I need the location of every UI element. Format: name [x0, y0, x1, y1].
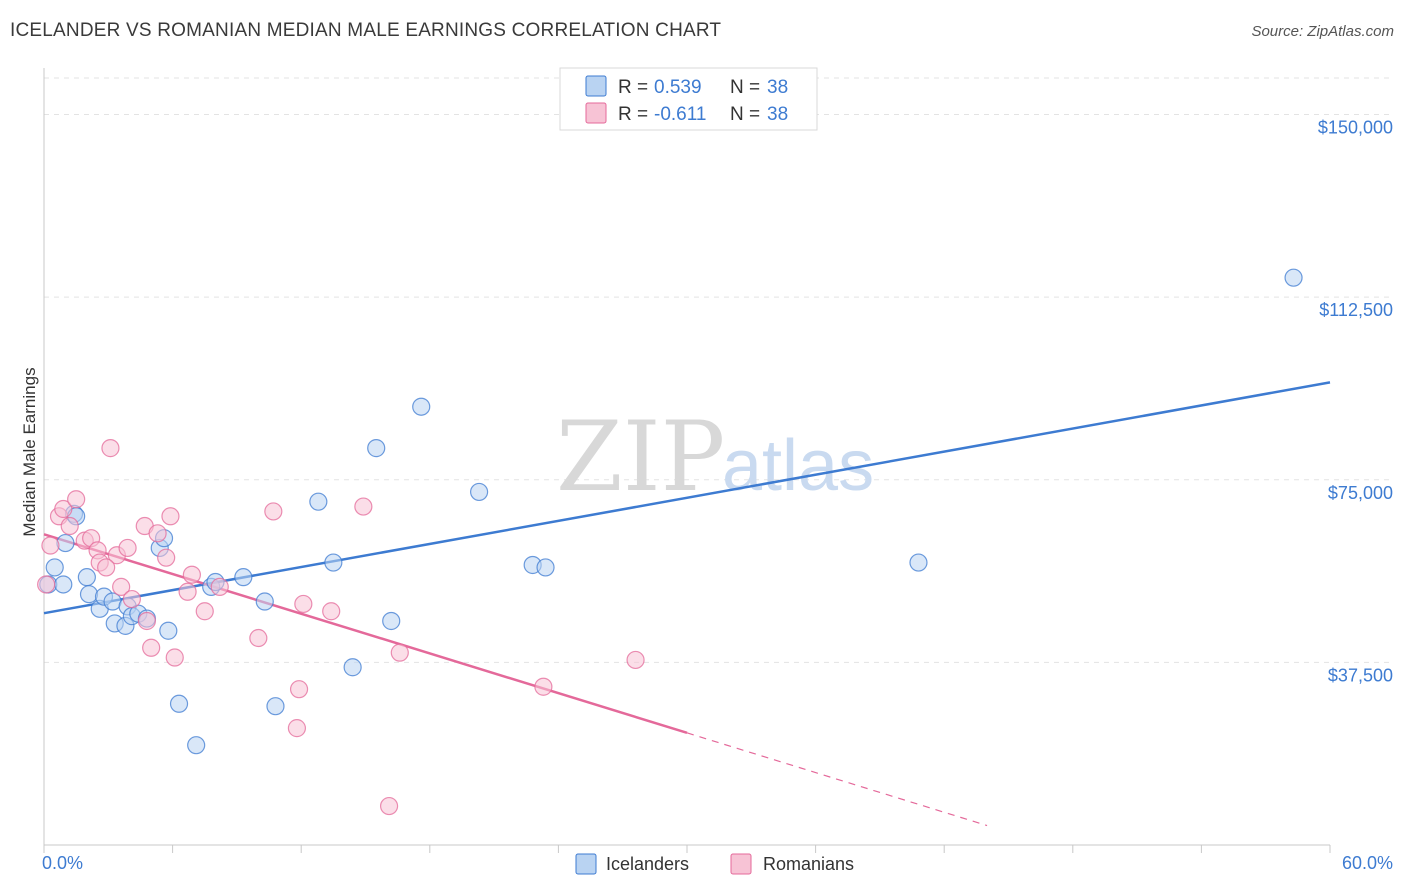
y-tick-label-0: $37,500 — [1328, 665, 1393, 685]
legend-swatch-romanians — [585, 102, 607, 124]
point-1-30 — [322, 602, 341, 621]
point-1-3 — [54, 499, 73, 519]
point-0-37 — [1284, 268, 1303, 287]
y-tick-label-2: $112,500 — [1319, 300, 1393, 320]
trend-line-0 — [43, 381, 1331, 615]
bottom-legend-label-icelanders: Icelanders — [606, 854, 689, 874]
legend-n-label-icelanders: N = — [730, 77, 760, 98]
point-1-32 — [379, 796, 399, 816]
data-points — [37, 268, 1303, 816]
point-1-5 — [67, 490, 86, 509]
point-1-17 — [142, 638, 161, 657]
point-1-33 — [390, 643, 409, 662]
point-1-23 — [182, 565, 201, 584]
point-1-21 — [165, 648, 184, 667]
point-0-30 — [367, 439, 386, 458]
point-1-14 — [122, 589, 141, 609]
legend-r-label-romanians: R = — [618, 104, 648, 125]
point-0-20 — [169, 694, 189, 713]
point-0-36 — [909, 553, 928, 572]
point-0-31 — [382, 611, 401, 631]
trend-line-1 — [43, 533, 688, 735]
point-1-28 — [289, 680, 309, 699]
y-axis-label: Median Male Earnings — [20, 367, 39, 536]
point-0-29 — [343, 658, 362, 677]
trend-lines — [43, 381, 1331, 827]
point-0-6 — [77, 568, 96, 587]
point-1-22 — [178, 582, 197, 601]
axes — [43, 68, 1331, 853]
y-tick-labels: $37,500 $75,000 $112,500 $150,000 — [1318, 118, 1393, 686]
point-1-19 — [157, 548, 176, 567]
point-1-26 — [264, 502, 283, 521]
point-0-28 — [324, 553, 343, 572]
point-1-0 — [37, 575, 56, 594]
legend-r-value-icelanders: 0.539 — [654, 77, 702, 98]
watermark: ZIP atlas — [556, 401, 874, 513]
point-1-1 — [41, 536, 60, 555]
point-0-3 — [56, 533, 75, 553]
point-1-10 — [101, 439, 120, 458]
point-1-18 — [148, 524, 167, 543]
watermark-zip: ZIP — [556, 401, 725, 513]
point-0-19 — [159, 621, 178, 640]
legend: R = 0.539 N = 38 R = -0.611 N = 38 — [559, 67, 818, 131]
point-0-7 — [79, 585, 99, 604]
point-1-37 — [210, 577, 229, 596]
point-0-35 — [536, 558, 555, 577]
legend-n-value-icelanders: 38 — [767, 77, 788, 98]
point-0-2 — [54, 575, 73, 594]
legend-n-value-romanians: 38 — [767, 104, 788, 125]
point-1-13 — [118, 538, 137, 558]
bottom-legend-label-romanians: Romanians — [763, 854, 854, 874]
point-1-20 — [161, 507, 180, 526]
point-1-35 — [626, 650, 645, 670]
point-0-26 — [266, 697, 285, 716]
legend-n-label-romanians: N = — [730, 104, 760, 125]
trend-line-extension-1 — [686, 732, 988, 827]
point-1-16 — [137, 611, 156, 631]
bottom-legend-swatch-icelanders — [575, 853, 597, 875]
chart-title: ICELANDER VS ROMANIAN MEDIAN MALE EARNIN… — [10, 20, 722, 41]
point-0-25 — [255, 592, 274, 611]
point-0-33 — [469, 482, 489, 502]
legend-swatch-icelanders — [585, 75, 607, 97]
x-tick-min: 0.0% — [42, 853, 83, 873]
x-tick-max: 60.0% — [1342, 853, 1393, 873]
legend-r-label-icelanders: R = — [618, 77, 648, 98]
point-1-12 — [112, 577, 131, 596]
point-1-36 — [97, 558, 116, 577]
point-1-27 — [287, 719, 307, 738]
point-0-27 — [309, 492, 328, 511]
point-1-31 — [354, 497, 373, 516]
source-credit: Source: ZipAtlas.com — [1251, 23, 1394, 40]
point-0-21 — [187, 736, 206, 755]
point-0-32 — [412, 397, 431, 416]
watermark-atlas: atlas — [722, 426, 874, 506]
point-0-1 — [45, 558, 64, 577]
point-0-24 — [234, 568, 253, 587]
y-tick-label-3: $150,000 — [1318, 118, 1393, 138]
point-1-29 — [294, 594, 313, 614]
point-1-34 — [534, 677, 553, 696]
bottom-legend: Icelanders Romanians — [575, 853, 854, 875]
legend-r-value-romanians: -0.611 — [654, 104, 706, 125]
y-tick-label-1: $75,000 — [1328, 483, 1393, 503]
point-1-25 — [249, 628, 268, 648]
point-1-4 — [60, 516, 79, 536]
point-1-24 — [195, 602, 214, 621]
bottom-legend-swatch-romanians — [730, 853, 752, 875]
